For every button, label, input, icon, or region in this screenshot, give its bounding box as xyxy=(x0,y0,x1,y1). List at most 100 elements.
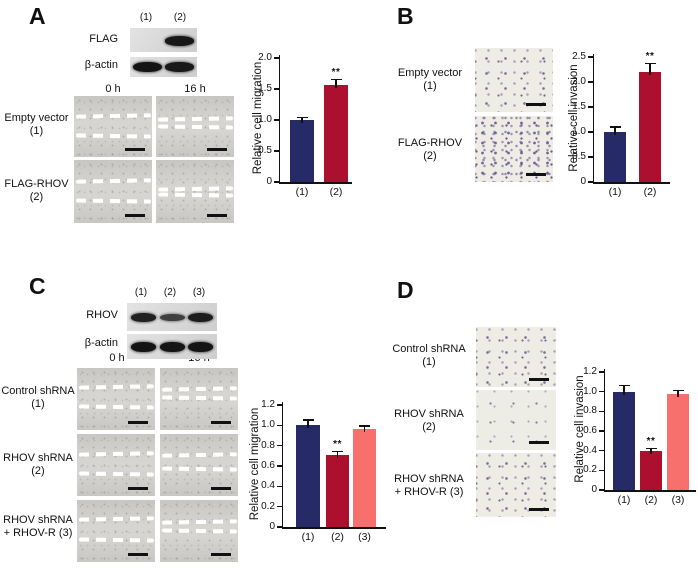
y-axis-tick-label: 1.0 xyxy=(261,419,275,431)
invasion-row-label: Control shRNA xyxy=(392,343,466,355)
y-axis-tick xyxy=(277,485,282,488)
y-axis-tick xyxy=(274,57,279,59)
protein-band xyxy=(131,341,156,352)
wound-edge-dashed-line xyxy=(161,519,237,525)
error-bar-cap xyxy=(330,78,342,81)
y-axis-tick-label: 1.0 xyxy=(258,114,272,125)
protein-band xyxy=(131,312,156,323)
invasion-row-number: (1) xyxy=(422,356,436,368)
y-axis-tick-label: 0.5 xyxy=(572,151,586,162)
panel-a-migration-chart: 0 0.5 1.0 1.5 2.0 (1) (2) ** Relative cell migra… xyxy=(238,45,360,205)
chart-bar-(1) xyxy=(296,425,320,527)
scale-bar xyxy=(125,148,145,151)
x-axis-line xyxy=(278,182,352,184)
protein-band xyxy=(160,313,185,322)
y-axis-tick xyxy=(588,56,593,58)
y-axis-tick xyxy=(277,465,282,467)
y-axis-title: Relative cell migration xyxy=(249,407,261,521)
blot-lane-label: (2) xyxy=(163,287,177,298)
protein-band xyxy=(165,36,194,47)
invasion-image xyxy=(476,390,556,450)
error-bar-cap xyxy=(672,389,684,392)
y-axis-tick xyxy=(599,449,604,452)
chart-bar-(2) xyxy=(639,72,661,182)
western-blot-strip xyxy=(127,334,217,359)
y-axis-tick xyxy=(274,181,279,183)
x-axis-category-label: (2) xyxy=(643,186,657,198)
scale-bar xyxy=(529,441,549,444)
western-blot-strip xyxy=(130,28,197,52)
scale-bar xyxy=(211,553,231,556)
timepoint-0h-label: 0 h xyxy=(105,83,121,95)
wound-edge-dashed-line xyxy=(75,198,151,204)
y-axis-tick-label: 0.6 xyxy=(583,425,597,436)
error-bar-line xyxy=(649,63,651,75)
y-axis-tick xyxy=(277,526,282,528)
scale-bar xyxy=(529,508,549,511)
y-axis-tick-label: 0 xyxy=(591,484,597,495)
scale-bar xyxy=(128,421,148,424)
y-axis-tick-label: 1.0 xyxy=(583,385,597,397)
blot-lane-label: (3) xyxy=(192,287,206,298)
invasion-row-label: Empty vector xyxy=(397,67,463,79)
scale-bar xyxy=(128,487,148,490)
wound-image-16h xyxy=(160,434,238,496)
chart-bar-(3) xyxy=(667,393,689,490)
chart-bar-(3) xyxy=(353,429,376,527)
wound-edge-dashed-line xyxy=(161,452,237,458)
chart-bar-(1) xyxy=(604,132,626,182)
x-axis-category-label: (1) xyxy=(301,531,315,543)
x-axis-category-label: (1) xyxy=(295,186,309,198)
blot-lane-label: (1) xyxy=(139,12,153,23)
y-axis-tick-label: 1.5 xyxy=(258,83,272,94)
y-axis-tick-label: 0.6 xyxy=(261,460,275,471)
panel-a-letter: A xyxy=(29,3,46,29)
panel-d-letter: D xyxy=(397,277,414,303)
invasion-row-label: RHOV shRNA xyxy=(394,408,464,420)
protein-band xyxy=(160,341,185,352)
panel-b-invasion-chart: 0 0.5 1.0 1.5 2.0 2.5 (1) (2) ** Relative cell in… xyxy=(560,45,698,205)
y-axis-tick-label: 0.4 xyxy=(583,444,597,456)
wound-edge-dashed-line xyxy=(78,451,154,457)
western-blot-strip xyxy=(127,303,217,331)
scale-bar xyxy=(207,148,227,151)
chart-bar-(2) xyxy=(326,454,349,527)
wound-row-number: (2) xyxy=(31,465,45,477)
wound-edge-dashed-line xyxy=(78,471,154,476)
wound-edge-dashed-line xyxy=(78,516,154,521)
y-axis-tick xyxy=(599,371,604,373)
y-axis-tick-label: 0.8 xyxy=(261,439,275,451)
y-axis-tick-label: 0 xyxy=(580,176,586,187)
chart-bar-(2) xyxy=(324,84,348,182)
y-axis-tick xyxy=(599,390,604,393)
invasion-image xyxy=(475,48,553,112)
y-axis-tick-label: 2.5 xyxy=(572,51,586,62)
y-axis-tick xyxy=(274,88,279,90)
y-axis-title: Relative cell invasion xyxy=(568,63,580,172)
y-axis-tick xyxy=(588,106,593,108)
wound-edge-dashed-line xyxy=(78,384,154,389)
y-axis-title: Relative cell migration xyxy=(252,61,264,175)
y-axis-tick-label: 1.2 xyxy=(583,366,597,377)
y-axis-tick-label: 0.5 xyxy=(258,145,272,156)
protein-band xyxy=(188,312,213,323)
invasion-row-number: (2) xyxy=(422,421,436,433)
error-bar-line xyxy=(336,451,339,458)
invasion-row-number: (2) xyxy=(423,150,437,162)
chart-bar-(1) xyxy=(290,120,314,182)
wound-edge-dashed-line xyxy=(161,528,237,534)
y-axis-tick-label: 1.2 xyxy=(261,399,275,410)
significance-marker: ** xyxy=(331,66,341,78)
error-bar-cap xyxy=(609,126,621,128)
wound-image-0h xyxy=(77,500,155,562)
error-bar-cap xyxy=(296,116,308,119)
y-axis-tick xyxy=(599,430,604,432)
beta-actin-row-label: β-actin xyxy=(84,337,118,349)
error-bar-line xyxy=(335,79,337,88)
error-bar-line xyxy=(677,390,679,397)
scale-bar xyxy=(207,214,227,217)
wound-row-label: RHOV shRNA xyxy=(3,452,73,464)
y-axis-tick xyxy=(599,469,604,472)
y-axis-tick xyxy=(588,181,593,183)
